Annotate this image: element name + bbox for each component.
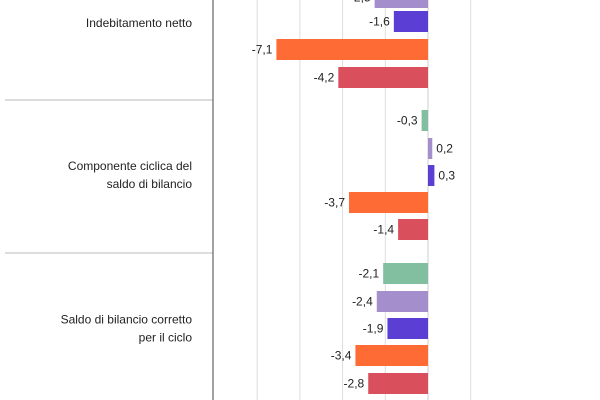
bar [421, 110, 428, 131]
category-label: Saldo di bilancio corretto [61, 313, 193, 327]
category-label: saldo di bilancio [107, 177, 193, 191]
value-label: 0,2 [436, 142, 453, 156]
value-label: -3,7 [324, 196, 345, 210]
category-label: per il ciclo [139, 331, 193, 345]
bar [393, 11, 428, 32]
value-label: -2,4 [352, 295, 373, 309]
bar [383, 263, 428, 284]
value-label: -7,1 [252, 43, 273, 57]
value-label: -3,4 [331, 349, 352, 363]
value-label: -4,2 [314, 71, 335, 85]
bar [276, 39, 428, 60]
category-label: Indebitamento netto [86, 16, 192, 30]
bar [338, 67, 428, 88]
bar [368, 373, 428, 394]
bars [276, 0, 435, 394]
group-separators [5, 99, 213, 254]
value-label: -2,8 [344, 377, 365, 391]
bar [374, 0, 428, 8]
bar [428, 165, 435, 186]
bar [428, 138, 433, 159]
bar [376, 291, 428, 312]
value-label: -2,1 [358, 267, 379, 281]
value-label: -1,4 [373, 223, 394, 237]
value-label: 0,3 [438, 169, 455, 183]
value-label: -2,5 [350, 0, 371, 5]
category-labels: Indebitamento netto Componente ciclica de… [61, 16, 193, 345]
value-labels: -2,5 -1,6 -7,1 -4,2 -0,3 0,2 0,3 -3,7 -1,4 -2,1 -2… [252, 0, 456, 391]
bar [387, 318, 428, 339]
bar [355, 345, 428, 366]
value-label: -1,6 [369, 15, 390, 29]
category-label: Componente ciclica del [68, 159, 192, 173]
bar [398, 219, 428, 240]
value-label: -0,3 [397, 114, 418, 128]
value-label: -1,9 [363, 322, 384, 336]
bar [349, 192, 428, 213]
